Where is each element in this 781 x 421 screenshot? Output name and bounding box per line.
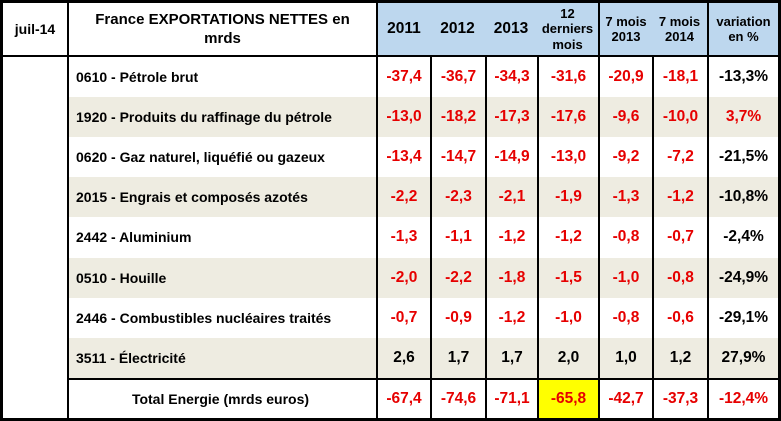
total-value-cell-2013: -71,1	[485, 377, 537, 418]
value-cell-2012: 1,7	[430, 337, 485, 378]
col-header-7-mois-2014: 7 mois 2014	[652, 3, 707, 57]
value-cell-2012: -0,9	[430, 297, 485, 338]
value-cell-2013: -1,2	[485, 217, 537, 258]
variation-cell: 3,7%	[707, 97, 778, 138]
value-cell-2011: -2,0	[376, 257, 430, 298]
value-cell-2013: 1,7	[485, 337, 537, 378]
col-header-2013: 2013	[485, 3, 537, 57]
row-label-cell: 2015 - Engrais et composés azotés	[67, 177, 376, 218]
value-cell-2013: -1,2	[485, 297, 537, 338]
value-cell-12-derniers-mois: -31,6	[537, 57, 598, 98]
value-cell-2012: -2,3	[430, 177, 485, 218]
highlighted-total-value-cell: -65,8	[537, 377, 598, 418]
value-cell-7-mois-2014: -1,2	[652, 177, 707, 218]
row-label-cell: 0510 - Houille	[67, 257, 376, 298]
row-label-cell: 2442 - Aluminium	[67, 217, 376, 258]
value-cell-12-derniers-mois: 2,0	[537, 337, 598, 378]
col-header-12-derniers-mois: 12 derniers mois	[537, 3, 598, 57]
col-header-2011: 2011	[376, 3, 430, 57]
value-cell-7-mois-2013: -1,3	[598, 177, 652, 218]
value-cell-2013: -1,8	[485, 257, 537, 298]
total-value-cell-7-mois-2014: -37,3	[652, 377, 707, 418]
variation-cell: 27,9%	[707, 337, 778, 378]
variation-cell: -10,8%	[707, 177, 778, 218]
value-cell-12-derniers-mois: -17,6	[537, 97, 598, 138]
variation-cell: -2,4%	[707, 217, 778, 258]
table-title: France EXPORTATIONS NETTES en mrds	[67, 3, 376, 57]
value-cell-7-mois-2013: -0,8	[598, 297, 652, 338]
variation-cell: -13,3%	[707, 57, 778, 98]
value-cell-7-mois-2013: -9,6	[598, 97, 652, 138]
total-value-cell-7-mois-2013: -42,7	[598, 377, 652, 418]
value-cell-7-mois-2014: -7,2	[652, 137, 707, 178]
value-cell-7-mois-2014: -10,0	[652, 97, 707, 138]
period-cell: juil-14	[3, 3, 67, 57]
total-value-cell-2012: -74,6	[430, 377, 485, 418]
row-label-cell: 0620 - Gaz naturel, liquéfié ou gazeux	[67, 137, 376, 178]
value-cell-2011: -13,0	[376, 97, 430, 138]
value-cell-12-derniers-mois: -1,9	[537, 177, 598, 218]
total-value-cell-2011: -67,4	[376, 377, 430, 418]
value-cell-7-mois-2014: -0,8	[652, 257, 707, 298]
value-cell-7-mois-2013: -0,8	[598, 217, 652, 258]
value-cell-2011: -0,7	[376, 297, 430, 338]
col-header-7-mois-2013: 7 mois 2013	[598, 3, 652, 57]
total-variation-cell: -12,4%	[707, 377, 778, 418]
variation-cell: -24,9%	[707, 257, 778, 298]
value-cell-2012: -2,2	[430, 257, 485, 298]
value-cell-12-derniers-mois: -13,0	[537, 137, 598, 178]
period-spacer-cell	[3, 57, 67, 418]
value-cell-2012: -1,1	[430, 217, 485, 258]
value-cell-12-derniers-mois: -1,2	[537, 217, 598, 258]
row-label-cell: 1920 - Produits du raffinage du pétrole	[67, 97, 376, 138]
value-cell-2012: -14,7	[430, 137, 485, 178]
value-cell-2013: -2,1	[485, 177, 537, 218]
value-cell-7-mois-2014: -0,6	[652, 297, 707, 338]
value-cell-2011: 2,6	[376, 337, 430, 378]
value-cell-2012: -36,7	[430, 57, 485, 98]
value-cell-2011: -37,4	[376, 57, 430, 98]
row-label-cell: 3511 - Électricité	[67, 337, 376, 378]
value-cell-7-mois-2014: 1,2	[652, 337, 707, 378]
col-header-variation: variation en %	[707, 3, 778, 57]
variation-cell: -21,5%	[707, 137, 778, 178]
value-cell-2013: -14,9	[485, 137, 537, 178]
value-cell-7-mois-2013: 1,0	[598, 337, 652, 378]
value-cell-2013: -34,3	[485, 57, 537, 98]
value-cell-7-mois-2013: -9,2	[598, 137, 652, 178]
value-cell-2011: -2,2	[376, 177, 430, 218]
row-label-cell: 0610 - Pétrole brut	[67, 57, 376, 98]
variation-cell: -29,1%	[707, 297, 778, 338]
value-cell-7-mois-2013: -20,9	[598, 57, 652, 98]
total-label-cell: Total Energie (mrds euros)	[67, 377, 376, 418]
value-cell-2012: -18,2	[430, 97, 485, 138]
value-cell-2011: -1,3	[376, 217, 430, 258]
row-label-cell: 2446 - Combustibles nucléaires traités	[67, 297, 376, 338]
value-cell-12-derniers-mois: -1,5	[537, 257, 598, 298]
value-cell-7-mois-2014: -0,7	[652, 217, 707, 258]
value-cell-12-derniers-mois: -1,0	[537, 297, 598, 338]
value-cell-7-mois-2014: -18,1	[652, 57, 707, 98]
value-cell-7-mois-2013: -1,0	[598, 257, 652, 298]
value-cell-2011: -13,4	[376, 137, 430, 178]
col-header-2012: 2012	[430, 3, 485, 57]
value-cell-2013: -17,3	[485, 97, 537, 138]
